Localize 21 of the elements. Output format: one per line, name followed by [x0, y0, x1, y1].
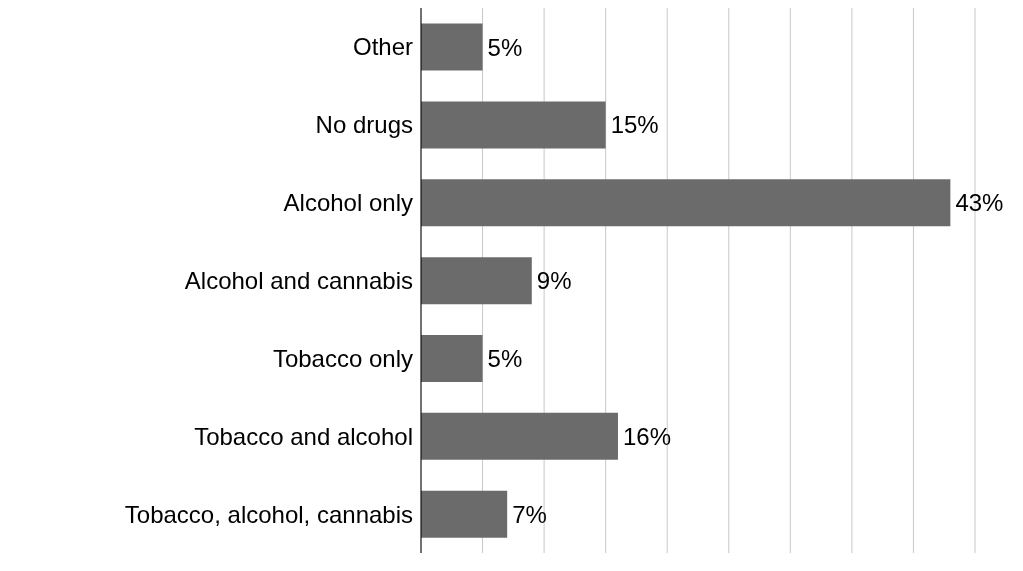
bar	[421, 23, 483, 71]
y-tick-label: Tobacco and alcohol	[194, 422, 413, 450]
bar	[421, 335, 483, 382]
y-tick-label: No drugs	[315, 111, 413, 139]
y-tick-label: Alcohol and cannabis	[184, 267, 413, 295]
bar	[421, 412, 618, 460]
bar	[421, 179, 951, 227]
data-label: 16%	[622, 422, 672, 450]
bar	[421, 490, 508, 538]
data-label: 5%	[487, 33, 523, 61]
data-label: 7%	[512, 500, 547, 528]
data-label: 9%	[536, 267, 572, 295]
bar	[421, 257, 532, 305]
y-tick-label: Tobacco only	[272, 344, 413, 372]
y-tick-label: Other	[352, 33, 413, 61]
y-tick-label: Alcohol only	[283, 189, 413, 217]
data-label: 15%	[610, 111, 659, 139]
data-label: 43%	[955, 189, 1004, 217]
y-tick-label: Tobacco, alcohol, cannabis	[124, 500, 413, 528]
bar	[421, 101, 606, 149]
data-label: 5%	[487, 345, 523, 373]
